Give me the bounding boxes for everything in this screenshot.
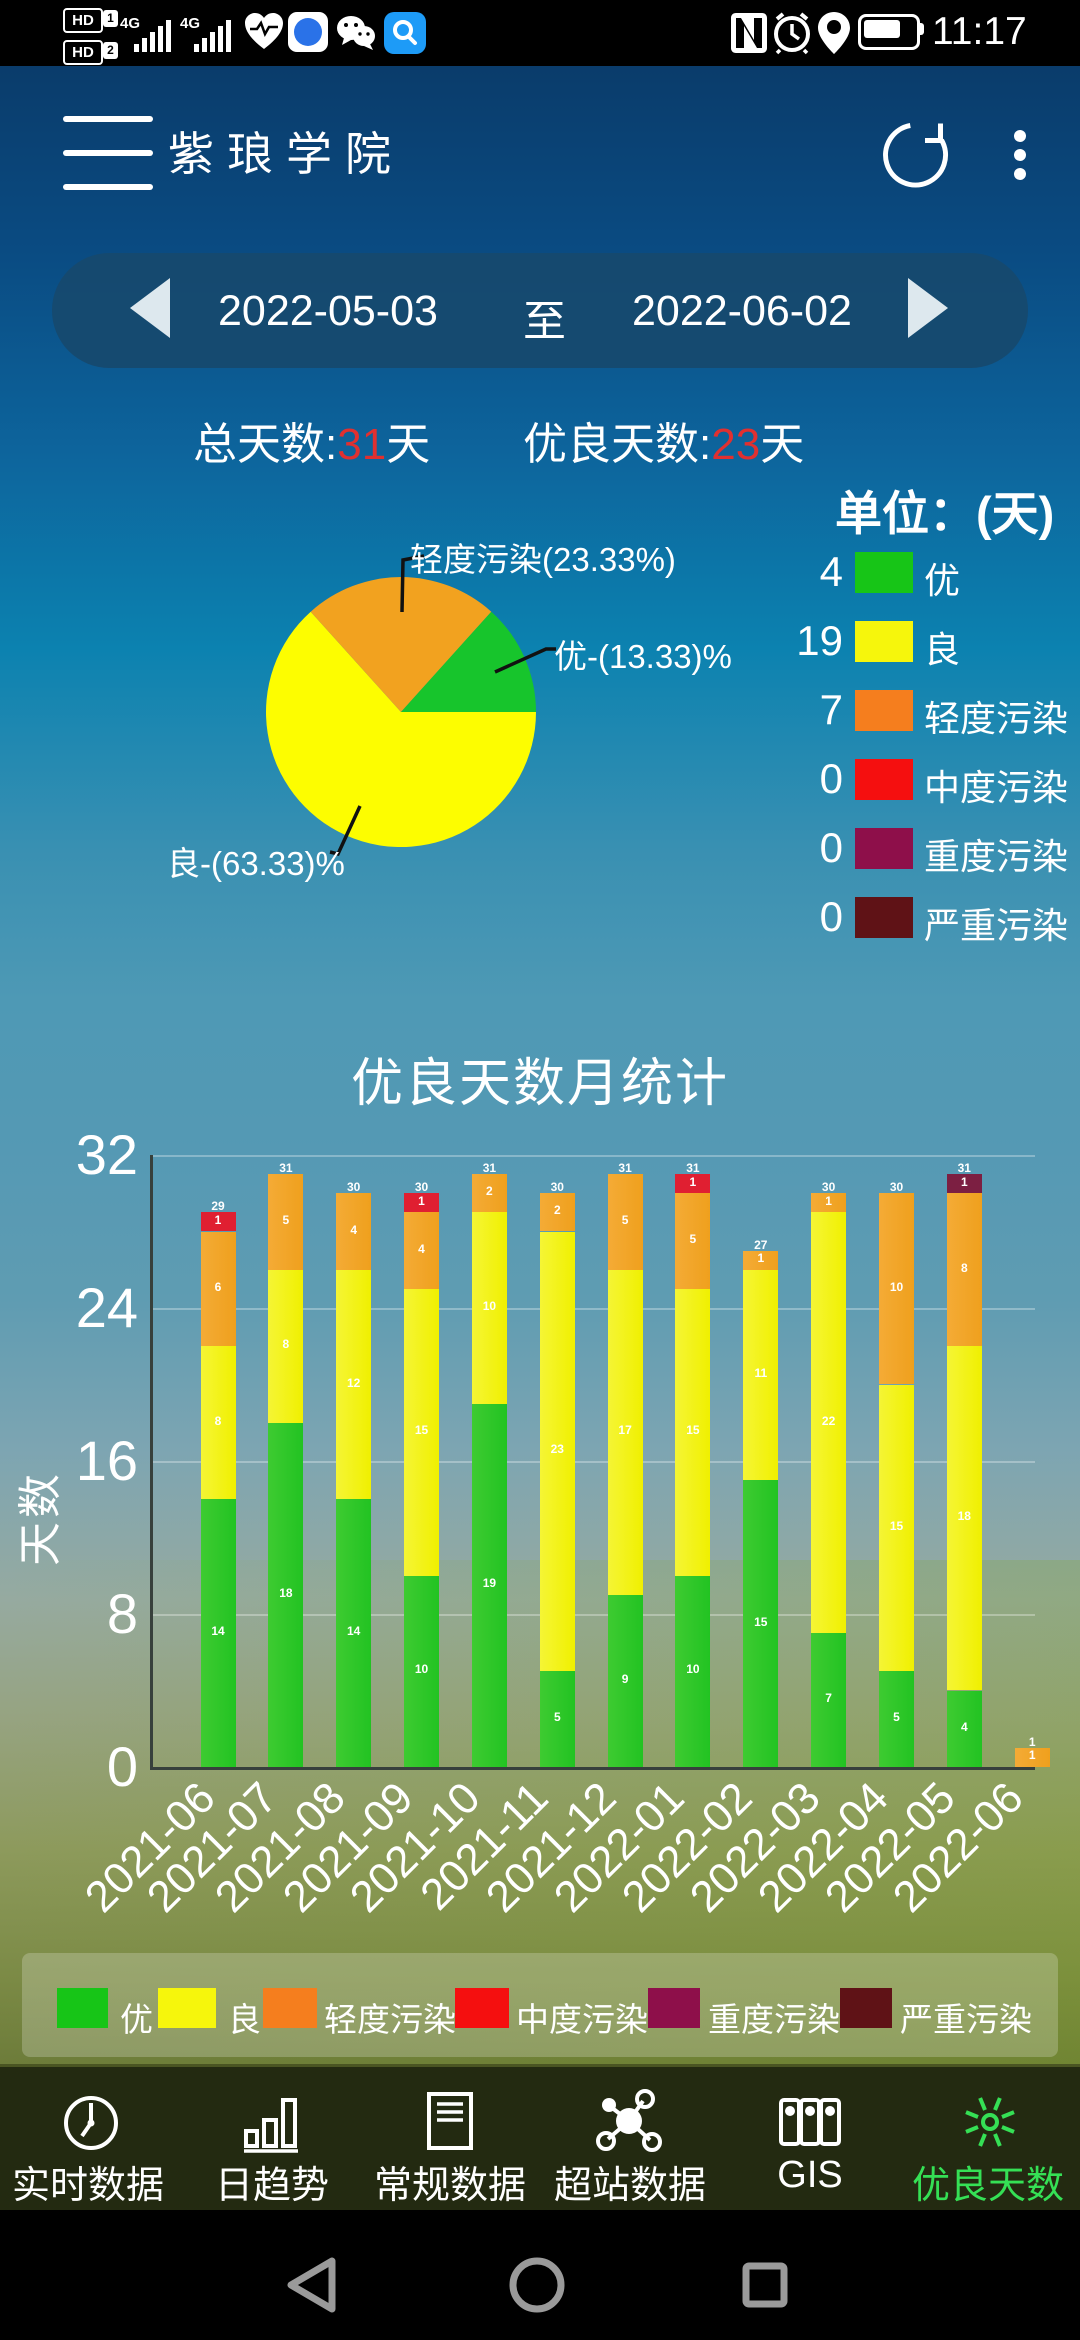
- svg-text:4G: 4G: [180, 15, 200, 32]
- svg-text:4G: 4G: [120, 15, 140, 32]
